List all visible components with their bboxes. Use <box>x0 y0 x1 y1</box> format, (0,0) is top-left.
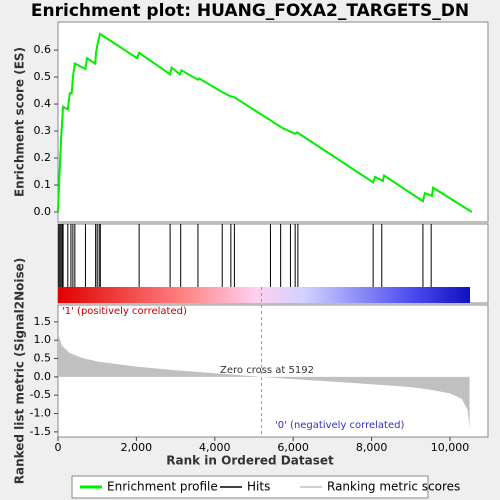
y-tick-label: 1.0 <box>34 333 52 346</box>
y-tick-label: 0.5 <box>34 70 52 83</box>
negative-label: '0' (negatively correlated) <box>275 420 404 431</box>
legend-label: Ranking metric scores <box>327 480 460 494</box>
y-tick-label: 0.3 <box>34 124 52 137</box>
positive-label: '1' (positively correlated) <box>62 306 187 317</box>
legend <box>71 475 429 499</box>
x-axis-label: Rank in Ordered Dataset <box>166 454 334 468</box>
x-tick-label: 4,000 <box>199 441 231 454</box>
y-tick-label: 0.0 <box>34 370 52 383</box>
x-tick-label: 8,000 <box>356 441 388 454</box>
y-tick-label: 0.4 <box>34 97 52 110</box>
y-tick-label: -1.5 <box>30 425 51 438</box>
y-tick-label: 0.6 <box>34 43 52 56</box>
y-tick-label: 1.5 <box>34 315 52 328</box>
y-tick-label: 0.5 <box>34 352 52 365</box>
x-tick-label: 6,000 <box>277 441 309 454</box>
es-line <box>57 32 473 213</box>
x-tick-label: 2,000 <box>121 441 153 454</box>
x-tick-label: 0 <box>55 441 62 454</box>
y-tick-label: 0.1 <box>34 178 52 191</box>
y-tick-label: 0.2 <box>34 151 52 164</box>
y-tick-label: -1.0 <box>30 407 51 420</box>
color-bar <box>58 287 470 303</box>
y-tick-label: -0.5 <box>30 388 51 401</box>
x-tick-label: 10,000 <box>431 441 470 454</box>
chart-title: Enrichment plot: HUANG_FOXA2_TARGETS_DN <box>31 1 469 21</box>
metric-area <box>58 332 470 429</box>
legend-label: Enrichment profile <box>107 480 218 494</box>
y-tick-label: 0.0 <box>34 205 52 218</box>
legend-label: Hits <box>247 480 270 494</box>
y-axis-label: Enrichment score (ES) <box>13 47 27 197</box>
zero-cross-label: Zero cross at 5192 <box>220 365 314 376</box>
y-axis-label: Ranked list metric (Signal2Noise) <box>13 258 27 485</box>
